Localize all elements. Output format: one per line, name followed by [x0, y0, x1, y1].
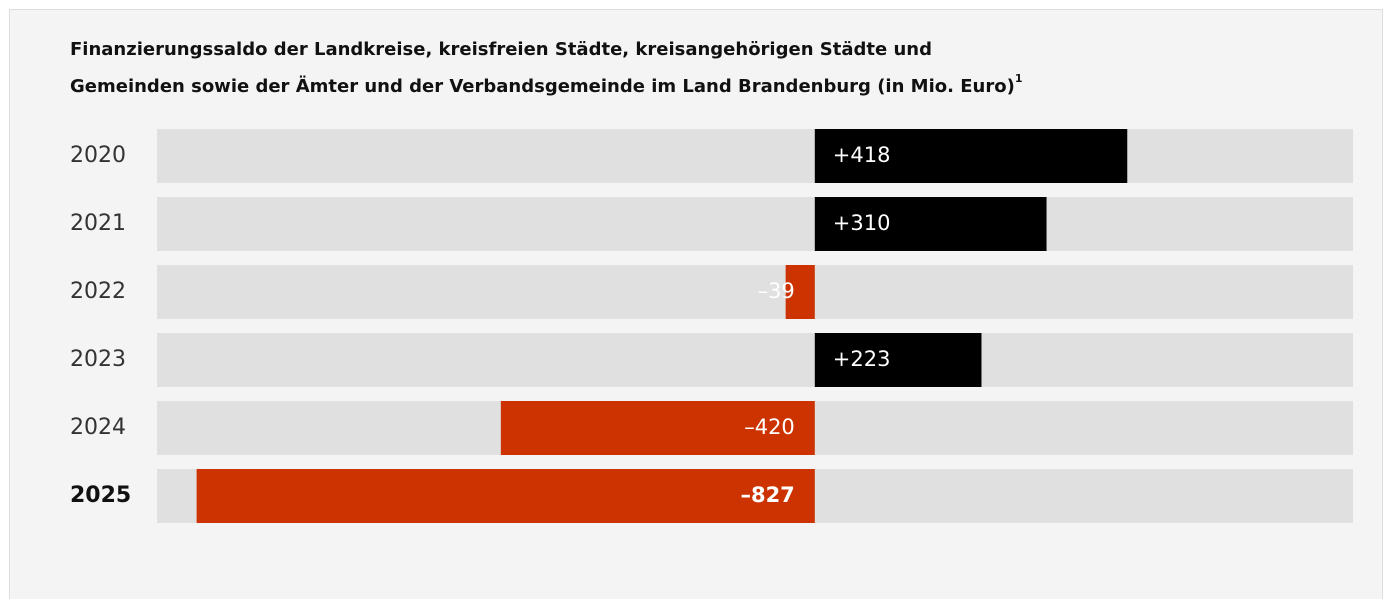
bar-track [157, 197, 1353, 251]
data-label: +310 [833, 211, 891, 235]
data-label: –420 [744, 415, 795, 439]
bar [196, 469, 815, 523]
chart-title: Finanzierungssaldo der Landkreise, kreis… [70, 39, 932, 60]
y-tick-label: 2020 [70, 143, 126, 168]
data-label: +223 [833, 347, 891, 371]
bar-track [157, 265, 1353, 319]
data-label: –827 [740, 483, 794, 507]
y-tick-label: 2023 [70, 347, 126, 372]
bar [814, 333, 982, 387]
bar [814, 197, 1047, 251]
data-label: –39 [758, 279, 795, 303]
bar [500, 401, 815, 455]
data-label: +418 [833, 143, 891, 167]
y-tick-label: 2025 [70, 483, 131, 508]
bar [785, 265, 815, 319]
y-tick-label: 2024 [70, 415, 126, 440]
chart-title: Gemeinden sowie der Ämter und der Verban… [70, 72, 1022, 97]
bar-track [157, 333, 1353, 387]
bar [814, 129, 1128, 183]
y-tick-label: 2022 [70, 279, 126, 304]
chart-title: Gemeinden sowie der Ämter und der Verban… [70, 75, 1015, 97]
y-tick-label: 2021 [70, 211, 126, 236]
bar-track [157, 129, 1353, 183]
title-footnote: 1 [1015, 72, 1023, 85]
